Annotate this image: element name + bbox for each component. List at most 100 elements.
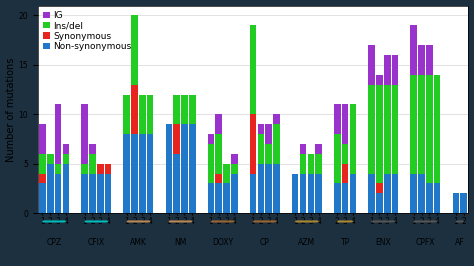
- Bar: [131, 15, 138, 85]
- Bar: [82, 164, 88, 174]
- Text: ENX: ENX: [375, 238, 391, 247]
- Bar: [39, 184, 46, 213]
- Bar: [216, 114, 222, 134]
- Bar: [39, 154, 46, 174]
- Bar: [418, 75, 425, 174]
- Bar: [392, 55, 398, 85]
- Bar: [426, 184, 433, 213]
- Bar: [392, 85, 398, 174]
- Bar: [434, 75, 440, 184]
- Bar: [47, 154, 54, 164]
- Bar: [265, 124, 272, 144]
- Bar: [273, 114, 280, 124]
- Bar: [208, 134, 214, 144]
- Bar: [139, 94, 146, 134]
- Bar: [63, 164, 69, 213]
- Bar: [123, 94, 130, 134]
- Bar: [97, 174, 103, 213]
- Bar: [82, 174, 88, 213]
- Bar: [257, 134, 264, 164]
- Text: NM: NM: [174, 238, 187, 247]
- Text: AF: AF: [455, 238, 465, 247]
- Bar: [418, 174, 425, 213]
- Bar: [250, 114, 256, 174]
- Bar: [63, 144, 69, 154]
- Bar: [216, 184, 222, 213]
- Text: CPZ: CPZ: [46, 238, 62, 247]
- Bar: [342, 184, 348, 213]
- Bar: [376, 85, 383, 184]
- Bar: [308, 154, 314, 174]
- Bar: [216, 134, 222, 174]
- Bar: [426, 75, 433, 184]
- Bar: [342, 144, 348, 164]
- Bar: [231, 154, 238, 164]
- Bar: [97, 164, 103, 174]
- Bar: [315, 174, 322, 213]
- Bar: [147, 134, 154, 213]
- Bar: [131, 85, 138, 134]
- Bar: [265, 164, 272, 213]
- Text: CP: CP: [260, 238, 270, 247]
- Bar: [55, 105, 62, 164]
- Bar: [63, 154, 69, 164]
- Bar: [223, 184, 230, 213]
- Bar: [460, 193, 467, 213]
- Text: TP: TP: [340, 238, 350, 247]
- Bar: [105, 164, 111, 174]
- Bar: [231, 174, 238, 213]
- Bar: [82, 105, 88, 164]
- Bar: [368, 45, 375, 85]
- Bar: [181, 124, 188, 213]
- Bar: [39, 124, 46, 154]
- Legend: IG, Ins/del, Synonymous, Non-synonymous: IG, Ins/del, Synonymous, Non-synonymous: [42, 10, 132, 52]
- Bar: [265, 144, 272, 164]
- Bar: [300, 144, 306, 154]
- Bar: [189, 124, 196, 213]
- Bar: [418, 45, 425, 75]
- Bar: [147, 94, 154, 134]
- Bar: [368, 174, 375, 213]
- Bar: [89, 144, 96, 154]
- Bar: [173, 124, 180, 154]
- Text: CPFX: CPFX: [416, 238, 435, 247]
- Bar: [208, 144, 214, 184]
- Bar: [334, 184, 341, 213]
- Bar: [181, 94, 188, 124]
- Bar: [273, 164, 280, 213]
- Bar: [292, 174, 299, 213]
- Bar: [410, 75, 417, 174]
- Bar: [300, 174, 306, 213]
- Bar: [47, 164, 54, 213]
- Bar: [139, 134, 146, 213]
- Bar: [123, 134, 130, 213]
- Bar: [300, 154, 306, 174]
- Bar: [273, 124, 280, 164]
- Bar: [453, 193, 459, 213]
- Bar: [368, 85, 375, 174]
- Bar: [410, 25, 417, 75]
- Bar: [250, 25, 256, 114]
- Text: AZM: AZM: [298, 238, 316, 247]
- Bar: [350, 174, 356, 213]
- Bar: [342, 105, 348, 144]
- Bar: [315, 144, 322, 154]
- Bar: [257, 164, 264, 213]
- Bar: [105, 174, 111, 213]
- Bar: [334, 105, 341, 134]
- Bar: [308, 174, 314, 213]
- Bar: [189, 94, 196, 124]
- Text: AMK: AMK: [130, 238, 147, 247]
- Text: DOXY: DOXY: [212, 238, 233, 247]
- Bar: [231, 164, 238, 174]
- Bar: [376, 75, 383, 85]
- Bar: [376, 184, 383, 193]
- Bar: [89, 154, 96, 174]
- Bar: [376, 193, 383, 213]
- Bar: [426, 45, 433, 75]
- Bar: [350, 105, 356, 174]
- Bar: [384, 174, 391, 213]
- Bar: [334, 134, 341, 184]
- Bar: [223, 164, 230, 184]
- Bar: [165, 124, 172, 213]
